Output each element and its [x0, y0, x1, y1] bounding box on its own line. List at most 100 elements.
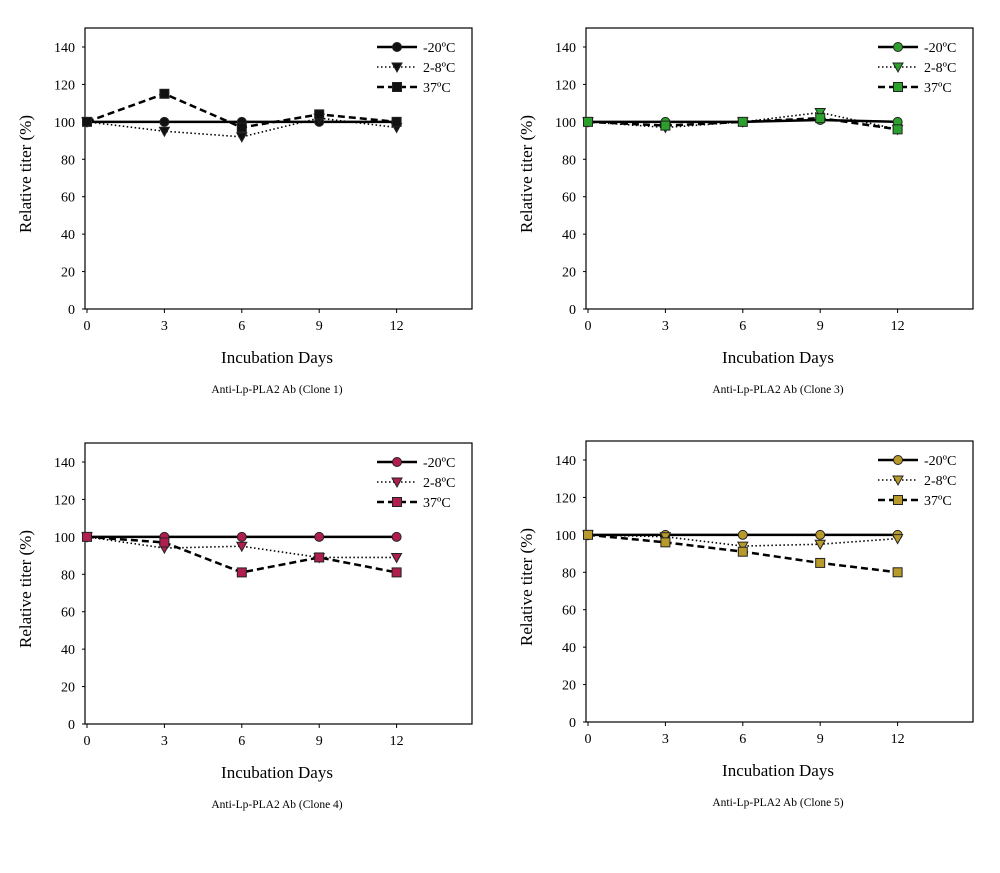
plot-frame: [84, 27, 473, 310]
x-tick-label: 9: [817, 732, 824, 747]
legend-label: 37ºC: [423, 81, 451, 96]
y-tick-label: 40: [61, 643, 75, 658]
x-tick-label: 12: [390, 319, 404, 334]
y-tick-label: 0: [569, 303, 576, 318]
series-square: [583, 113, 903, 135]
data-point: [583, 116, 593, 127]
legend-item: -20ºC: [878, 454, 956, 469]
y-tick-label: 80: [562, 566, 576, 581]
data-point: [391, 531, 402, 542]
series-circle: [82, 531, 402, 542]
data-point: [660, 120, 671, 131]
series-square: [583, 529, 903, 578]
data-point: [892, 124, 903, 135]
data-point: [314, 531, 325, 542]
legend-marker: [392, 497, 402, 507]
chart-caption: Anti-Lp-PLA2 Ab (Clone 1): [211, 384, 342, 396]
legend-label: 2-8ºC: [423, 476, 455, 491]
series-line: [86, 536, 397, 559]
chart-panel-3: 0 20 40 60 80 100 120 140 0 3 6 9 12 Incubation Days A…: [16, 442, 473, 811]
legend-marker: [391, 62, 403, 74]
data-point: [314, 109, 325, 120]
data-point: [737, 546, 748, 557]
x-tick-label: 12: [891, 732, 905, 747]
x-tick-label: 9: [316, 734, 323, 749]
y-tick-label: 40: [562, 228, 576, 243]
x-tick-label: 12: [891, 319, 905, 334]
data-point: [390, 552, 403, 564]
y-tick-label: 120: [555, 78, 576, 93]
legend-label: 2-8ºC: [423, 61, 455, 76]
series-line: [86, 117, 397, 138]
y-axis-label: Relative titer (%): [16, 115, 35, 233]
y-tick-label: 140: [54, 456, 75, 471]
plot-frame: [84, 442, 473, 725]
x-tick-label: 6: [238, 734, 245, 749]
legend-item: 37ºC: [878, 81, 952, 96]
legend-item: 37ºC: [377, 496, 451, 511]
legend-item: 2-8ºC: [377, 476, 455, 491]
legend-item: -20ºC: [377, 41, 455, 56]
y-axis-label: Relative titer (%): [16, 530, 35, 648]
data-point: [736, 541, 749, 553]
x-tick-label: 0: [84, 734, 91, 749]
legend-label: 37ºC: [924, 81, 952, 96]
y-axis-label: Relative titer (%): [517, 528, 536, 646]
legend-marker: [392, 457, 402, 467]
y-tick-label: 80: [61, 568, 75, 583]
y-tick-label: 60: [562, 191, 576, 206]
legend-marker: [893, 82, 903, 92]
y-tick-label: 120: [555, 491, 576, 506]
y-tick-label: 20: [61, 266, 75, 281]
x-tick-label: 6: [739, 319, 746, 334]
y-tick-label: 0: [68, 718, 75, 733]
plot-frame: [585, 27, 974, 310]
data-point: [737, 116, 748, 127]
legend-marker: [892, 475, 904, 487]
x-tick-label: 0: [585, 732, 592, 747]
x-tick-label: 12: [390, 734, 404, 749]
y-tick-label: 0: [569, 716, 576, 731]
data-point: [815, 113, 826, 124]
legend-label: -20ºC: [924, 41, 956, 56]
legend-item: 2-8ºC: [878, 474, 956, 489]
data-point: [391, 116, 402, 127]
y-tick-label: 60: [61, 191, 75, 206]
data-point: [235, 132, 248, 143]
chart-panel-2: 0 20 40 60 80 100 120 140 0 3 6 9 12 Incubation Days A…: [517, 27, 974, 396]
legend-item: 2-8ºC: [878, 61, 956, 76]
data-point: [659, 532, 672, 543]
x-axis-label: Incubation Days: [221, 348, 333, 367]
data-point: [891, 534, 904, 545]
y-tick-label: 60: [562, 604, 576, 619]
series-square: [82, 531, 402, 578]
data-point: [815, 529, 826, 540]
data-point: [391, 567, 402, 578]
x-tick-label: 3: [161, 734, 168, 749]
legend-marker: [893, 42, 903, 52]
legend-item: 2-8ºC: [377, 61, 455, 76]
x-axis-label: Incubation Days: [221, 763, 333, 782]
legend-label: -20ºC: [423, 456, 455, 471]
y-tick-label: 100: [54, 116, 75, 131]
x-tick-label: 0: [585, 319, 592, 334]
y-tick-label: 40: [61, 228, 75, 243]
series-triangle-down: [582, 530, 904, 553]
series-circle: [583, 529, 903, 540]
y-tick-label: 20: [562, 266, 576, 281]
legend-marker: [893, 495, 903, 505]
data-point: [159, 116, 170, 127]
legend-item: 37ºC: [878, 494, 952, 509]
legend-marker: [392, 42, 402, 52]
y-tick-label: 20: [61, 681, 75, 696]
legend-marker: [391, 477, 403, 489]
chart-panel-1: 0 20 40 60 80 100 120 140 0 3 6 9 12 Incubation Days A…: [16, 27, 473, 396]
y-tick-label: 120: [54, 78, 75, 93]
data-point: [814, 539, 827, 551]
legend-label: 37ºC: [423, 496, 451, 511]
y-tick-label: 40: [562, 641, 576, 656]
data-point: [158, 126, 171, 138]
data-point: [159, 537, 170, 548]
x-tick-label: 0: [84, 319, 91, 334]
x-axis-label: Incubation Days: [722, 348, 834, 367]
